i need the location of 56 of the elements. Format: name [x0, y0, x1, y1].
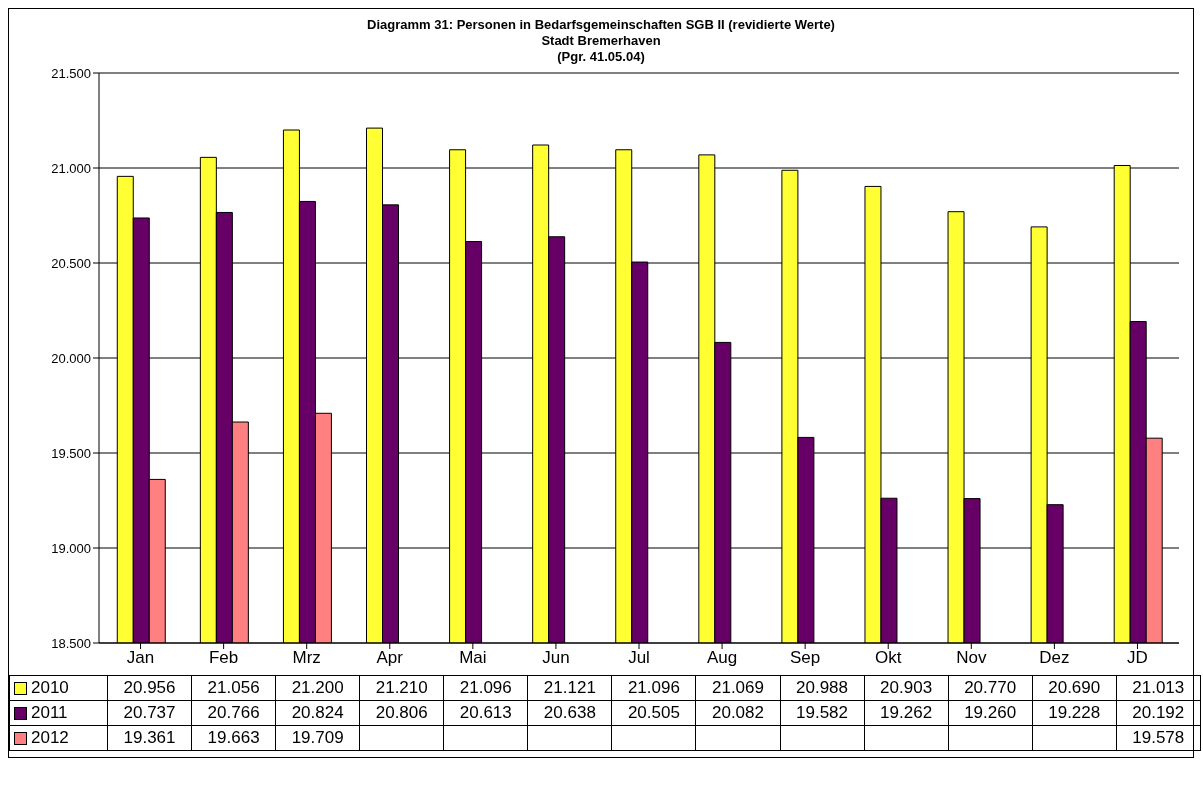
- data-label: 21.200: [275, 675, 360, 701]
- x-tick-label: Jun: [542, 648, 570, 668]
- data-label: 20.956: [107, 675, 192, 701]
- data-label: 21.013: [1116, 675, 1201, 701]
- data-label: 20.903: [864, 675, 949, 701]
- x-tick-label: JD: [1127, 648, 1148, 668]
- y-tick-label: 21.500: [51, 65, 91, 81]
- data-label: 21.096: [611, 675, 696, 701]
- data-label: 20.638: [527, 700, 612, 726]
- data-label: 19.663: [191, 725, 276, 751]
- data-label: 19.578: [1116, 725, 1201, 751]
- legend-label: 2010: [9, 675, 108, 701]
- data-label: 20.082: [695, 700, 780, 726]
- x-tick-label: Jan: [126, 648, 155, 668]
- y-tick-label: 21.000: [51, 160, 91, 176]
- x-tick-label: Apr: [376, 648, 404, 668]
- x-tick-label: Okt: [875, 648, 902, 668]
- data-label: 19.709: [275, 725, 360, 751]
- data-label: 20.505: [611, 700, 696, 726]
- legend-label: 2012: [9, 725, 108, 751]
- legend-label: 2011: [9, 700, 108, 726]
- data-label: 20.766: [191, 700, 276, 726]
- y-tick-label: 20.500: [51, 255, 91, 271]
- data-label: 20.613: [443, 700, 528, 726]
- data-label: 20.192: [1116, 700, 1201, 726]
- data-label: 19.228: [1032, 700, 1117, 726]
- data-label: 20.737: [107, 700, 192, 726]
- x-tick-label: Dez: [1039, 648, 1070, 668]
- x-tick-label: Jul: [628, 648, 650, 668]
- data-label: 21.121: [527, 675, 612, 701]
- data-label: 19.582: [780, 700, 865, 726]
- data-label: 21.210: [359, 675, 444, 701]
- data-label: 20.806: [359, 700, 444, 726]
- data-label: 19.262: [864, 700, 949, 726]
- x-tick-label: Feb: [208, 648, 239, 668]
- data-label: 20.824: [275, 700, 360, 726]
- x-tick-label: Mrz: [292, 648, 321, 668]
- data-label: 20.690: [1032, 675, 1117, 701]
- chart-title: Diagramm 31: Personen in Bedarfsgemeinschaften SGB II (revidierte Werte): [366, 17, 836, 33]
- y-tick-label: 20.000: [51, 350, 91, 366]
- data-label: 21.096: [443, 675, 528, 701]
- text: (Pgr. 41.05.04): [556, 49, 646, 65]
- data-label: 20.770: [948, 675, 1033, 701]
- chart-subtitle: Stadt Bremerhaven: [540, 33, 662, 49]
- x-tick-label: Nov: [956, 648, 987, 668]
- data-label: 21.069: [695, 675, 780, 701]
- x-tick-label: Sep: [790, 648, 821, 668]
- x-tick-label: Mai: [459, 648, 487, 668]
- data-label: 20.988: [780, 675, 865, 701]
- data-label: 21.056: [191, 675, 276, 701]
- y-tick-label: 19.500: [51, 445, 91, 461]
- data-label: 19.361: [107, 725, 192, 751]
- y-tick-label: 19.000: [51, 540, 91, 556]
- data-label: 19.260: [948, 700, 1033, 726]
- x-tick-label: Aug: [706, 648, 738, 668]
- y-tick-label: 18.500: [51, 635, 91, 651]
